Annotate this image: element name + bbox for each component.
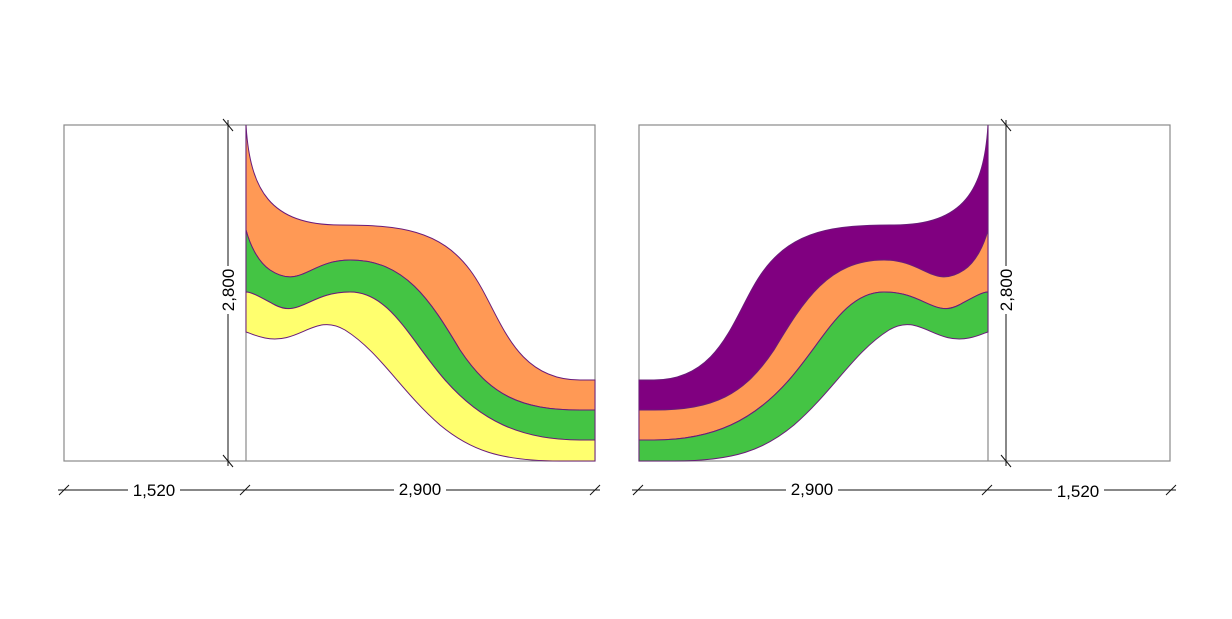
right-width-tick-3 (1165, 484, 1177, 496)
right-main-label-bg (786, 479, 838, 499)
left-height-label-bg (219, 266, 237, 314)
left-band-yellow (245, 291, 596, 462)
left-side-width-label: 1,520 (133, 481, 176, 500)
right-drawing: 2,800 2,900 1,520 (632, 118, 1177, 501)
left-side-label-bg (128, 479, 180, 499)
left-outer-frame (63, 124, 596, 462)
left-width-tick-1 (58, 484, 70, 496)
left-main-label-bg (394, 479, 446, 499)
left-drawing: 2,800 1,520 2,900 (58, 118, 601, 500)
right-side-width-label: 1,520 (1057, 482, 1100, 501)
right-main-width-label: 2,900 (791, 480, 834, 499)
right-outer-frame (638, 124, 1171, 462)
left-width-tick-3 (589, 484, 601, 496)
right-width-tick-1 (632, 484, 644, 496)
left-width-tick-2 (239, 484, 251, 496)
right-height-tick-top (1000, 118, 1012, 132)
right-side-label-bg (1052, 480, 1104, 500)
left-height-label: 2,800 (219, 269, 238, 312)
left-height-tick-bottom (222, 454, 234, 468)
right-height-label: 2,800 (997, 269, 1016, 312)
left-main-width-label: 2,900 (399, 480, 442, 499)
right-band-green (638, 291, 989, 462)
right-height-tick-bottom (1000, 454, 1012, 468)
left-height-tick-top (222, 118, 234, 132)
right-width-tick-2 (981, 484, 993, 496)
right-height-label-bg (997, 266, 1015, 314)
